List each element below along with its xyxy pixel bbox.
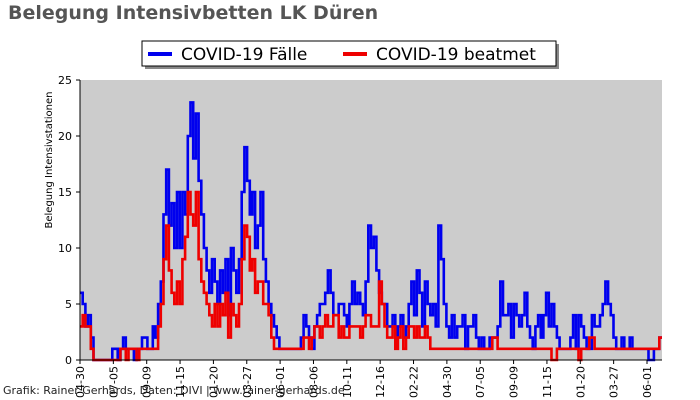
y-tick-label: 0 bbox=[65, 354, 72, 367]
x-tick-label: 04-30 bbox=[441, 366, 454, 398]
x-tick-label: 06-01 bbox=[641, 366, 654, 398]
x-tick-label: 10-11 bbox=[341, 366, 354, 398]
y-ticks: 0 5 10 15 20 25 bbox=[58, 74, 80, 367]
x-tick-label: 02-22 bbox=[408, 366, 421, 398]
x-tick-label: 07-05 bbox=[107, 366, 120, 398]
series-layer bbox=[80, 101, 662, 362]
legend: COVID-19 Fälle COVID-19 beatmet bbox=[141, 40, 559, 69]
x-tick-label: 09-09 bbox=[508, 366, 521, 398]
y-tick-label: 10 bbox=[58, 242, 72, 255]
y-tick-label: 20 bbox=[58, 130, 72, 143]
x-tick-label: 09-09 bbox=[141, 366, 154, 398]
legend-label-covid-beatmet: COVID-19 beatmet bbox=[376, 45, 536, 65]
y-tick-label: 25 bbox=[58, 74, 72, 87]
series-line-covid-beatmet bbox=[80, 190, 662, 362]
x-tick-label: 03-27 bbox=[241, 366, 254, 398]
x-tick-label: 07-05 bbox=[474, 366, 487, 398]
x-ticks: 04-30 07-05 09-09 11-15 01-20 03-27 06-01 08-06… bbox=[74, 360, 654, 398]
x-tick-label: 06-01 bbox=[274, 366, 287, 398]
y-tick-label: 15 bbox=[58, 186, 72, 199]
chart-title: Belegung Intensivbetten LK Düren bbox=[8, 2, 379, 24]
x-tick-label: 04-30 bbox=[74, 366, 87, 398]
x-tick-label: 01-20 bbox=[207, 366, 220, 398]
y-axis-label: Belegung Intensivstationen bbox=[44, 91, 55, 228]
x-tick-label: 11-15 bbox=[174, 366, 187, 398]
x-tick-label: 08-06 bbox=[307, 366, 320, 398]
credit-text: Grafik: Rainer Gerhards, Daten: DIVI | w… bbox=[3, 384, 345, 397]
x-tick-label: 12-16 bbox=[374, 366, 387, 398]
x-tick-label: 03-27 bbox=[608, 366, 621, 398]
legend-label-covid-faelle: COVID-19 Fälle bbox=[181, 45, 307, 65]
y-tick-label: 5 bbox=[65, 298, 72, 311]
series-line-covid-faelle bbox=[80, 101, 662, 362]
x-tick-label: 01-20 bbox=[574, 366, 587, 398]
x-tick-label: 11-15 bbox=[541, 366, 554, 398]
